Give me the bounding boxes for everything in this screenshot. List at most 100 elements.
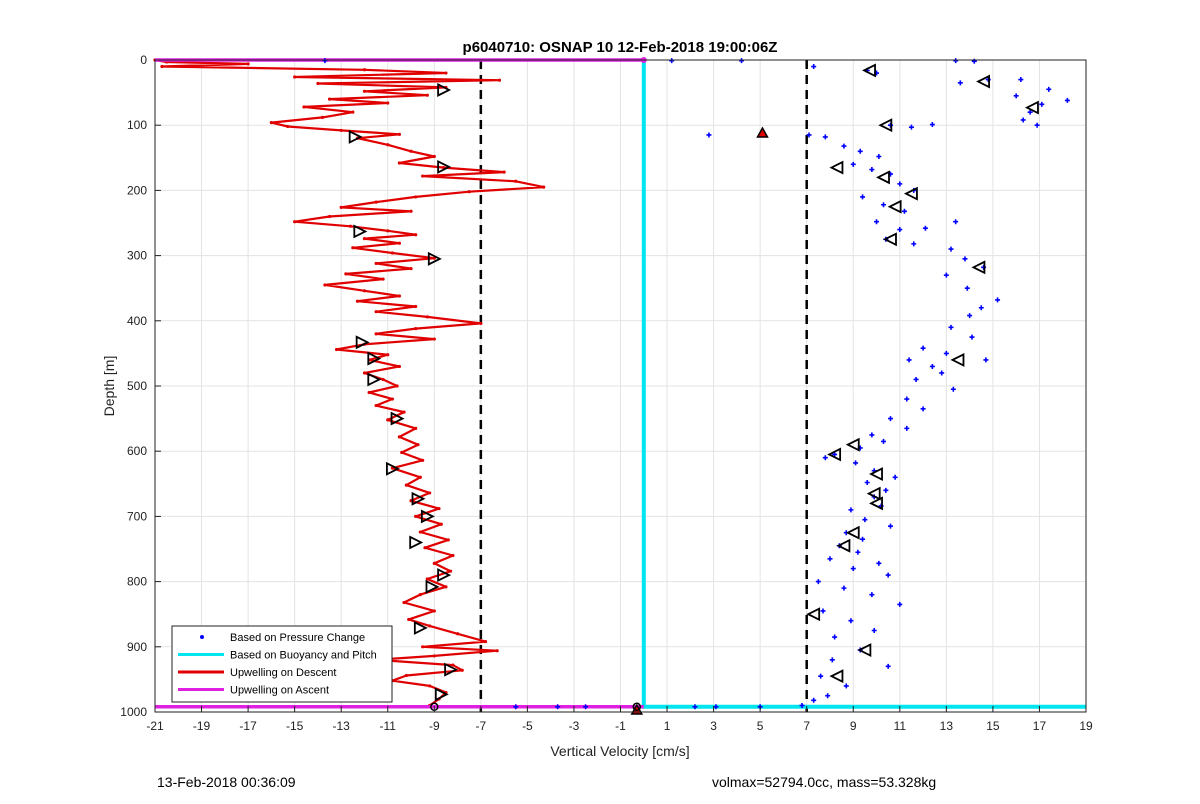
pressure-point [897,227,903,233]
descent-point [374,200,378,204]
descent-point [397,294,401,298]
y-tick-label: 1000 [120,705,147,719]
pressure-point [706,132,712,138]
pressure-point [806,132,812,138]
y-tick-label: 100 [127,118,147,132]
pressure-point [953,219,959,225]
descent-triangle-marker [427,251,442,266]
pressure-point [869,432,875,438]
pressure-point [904,425,910,431]
descent-point [444,585,448,589]
descent-point [418,593,422,597]
x-tick-label: 1 [664,719,671,733]
ascent-triangle-marker [857,643,872,658]
descent-point [381,277,385,281]
x-tick-label: -9 [429,719,440,733]
descent-point [428,491,432,495]
descent-point [451,553,455,558]
pressure-point [864,479,870,485]
descent-point [479,321,483,326]
pressure-point [939,370,945,376]
pressure-point [739,58,745,64]
descent-point [344,272,348,276]
pressure-point [869,167,875,173]
x-tick-label: -3 [569,719,580,733]
pressure-point [811,64,817,70]
pressure-point [713,704,719,710]
descent-point [386,418,390,422]
pressure-point [906,357,912,363]
descent-point [397,435,401,439]
descent-point [542,185,546,189]
descent-point [432,609,436,613]
descent-point [421,458,425,462]
pressure-point [929,122,935,128]
pressure-point [322,58,328,64]
pressure-point [669,58,675,64]
descent-triangle-marker [353,224,368,239]
descent-point [351,246,355,250]
legend-entry-label: Based on Buoyancy and Pitch [230,650,377,662]
pressure-point [869,592,875,598]
pressure-point [957,80,963,86]
descent-point [327,97,332,101]
ascent-triangle-marker [971,260,986,275]
descent-point [293,220,297,224]
descent-point [409,267,413,271]
descent-point [409,149,413,153]
pressure-point [871,628,877,633]
pressure-point [850,161,856,167]
pressure-point [857,148,863,154]
descent-triangle-marker [367,351,382,366]
pressure-point [911,241,917,247]
y-tick-label: 300 [127,249,147,263]
descent-point [374,403,378,408]
descent-point [437,506,441,511]
footer-timestamp: 13-Feb-2018 00:36:09 [157,774,296,790]
descent-point [414,426,418,430]
red-triangle-marker [756,126,769,138]
descent-point [423,546,427,550]
descent-point [404,673,408,678]
descent-point [327,214,332,219]
descent-triangle-marker [420,509,435,524]
y-axis-label: Depth [m] [101,356,117,417]
pressure-point [820,608,826,614]
descent-point [362,237,367,241]
descent-triangle-marker [413,620,428,635]
y-tick-label: 600 [127,444,147,458]
pressure-point [876,153,882,159]
series-buoyancy-pitch-line [641,60,1086,709]
pressure-point [832,451,838,457]
y-tick-label: 500 [127,379,147,393]
x-tick-label: 19 [1079,719,1093,733]
descent-point [269,120,273,125]
pressure-point [1020,117,1026,123]
pressure-point [887,416,893,422]
descent-point [414,514,418,519]
descent-point [425,577,429,581]
descent-point [386,101,390,105]
descent-point [428,684,432,688]
x-tick-label: 17 [1033,719,1047,733]
y-tick-label: 0 [140,53,147,67]
descent-point [514,179,518,183]
ascent-triangle-marker [1024,100,1039,115]
descent-point [444,71,448,75]
pressure-point [848,618,854,624]
descent-point [381,377,385,382]
pressure-point [692,704,698,710]
descent-point [439,522,443,526]
descent-point [374,310,378,314]
descent-point [483,639,488,644]
descent-point [446,538,450,542]
ascent-triangle-marker [827,447,842,462]
descent-point [425,315,429,319]
descent-point [362,68,367,72]
x-tick-label: 3 [710,719,717,733]
y-tick-label: 400 [127,314,147,328]
legend-swatch [200,635,204,639]
pressure-point [874,219,880,225]
descent-point [390,397,395,401]
